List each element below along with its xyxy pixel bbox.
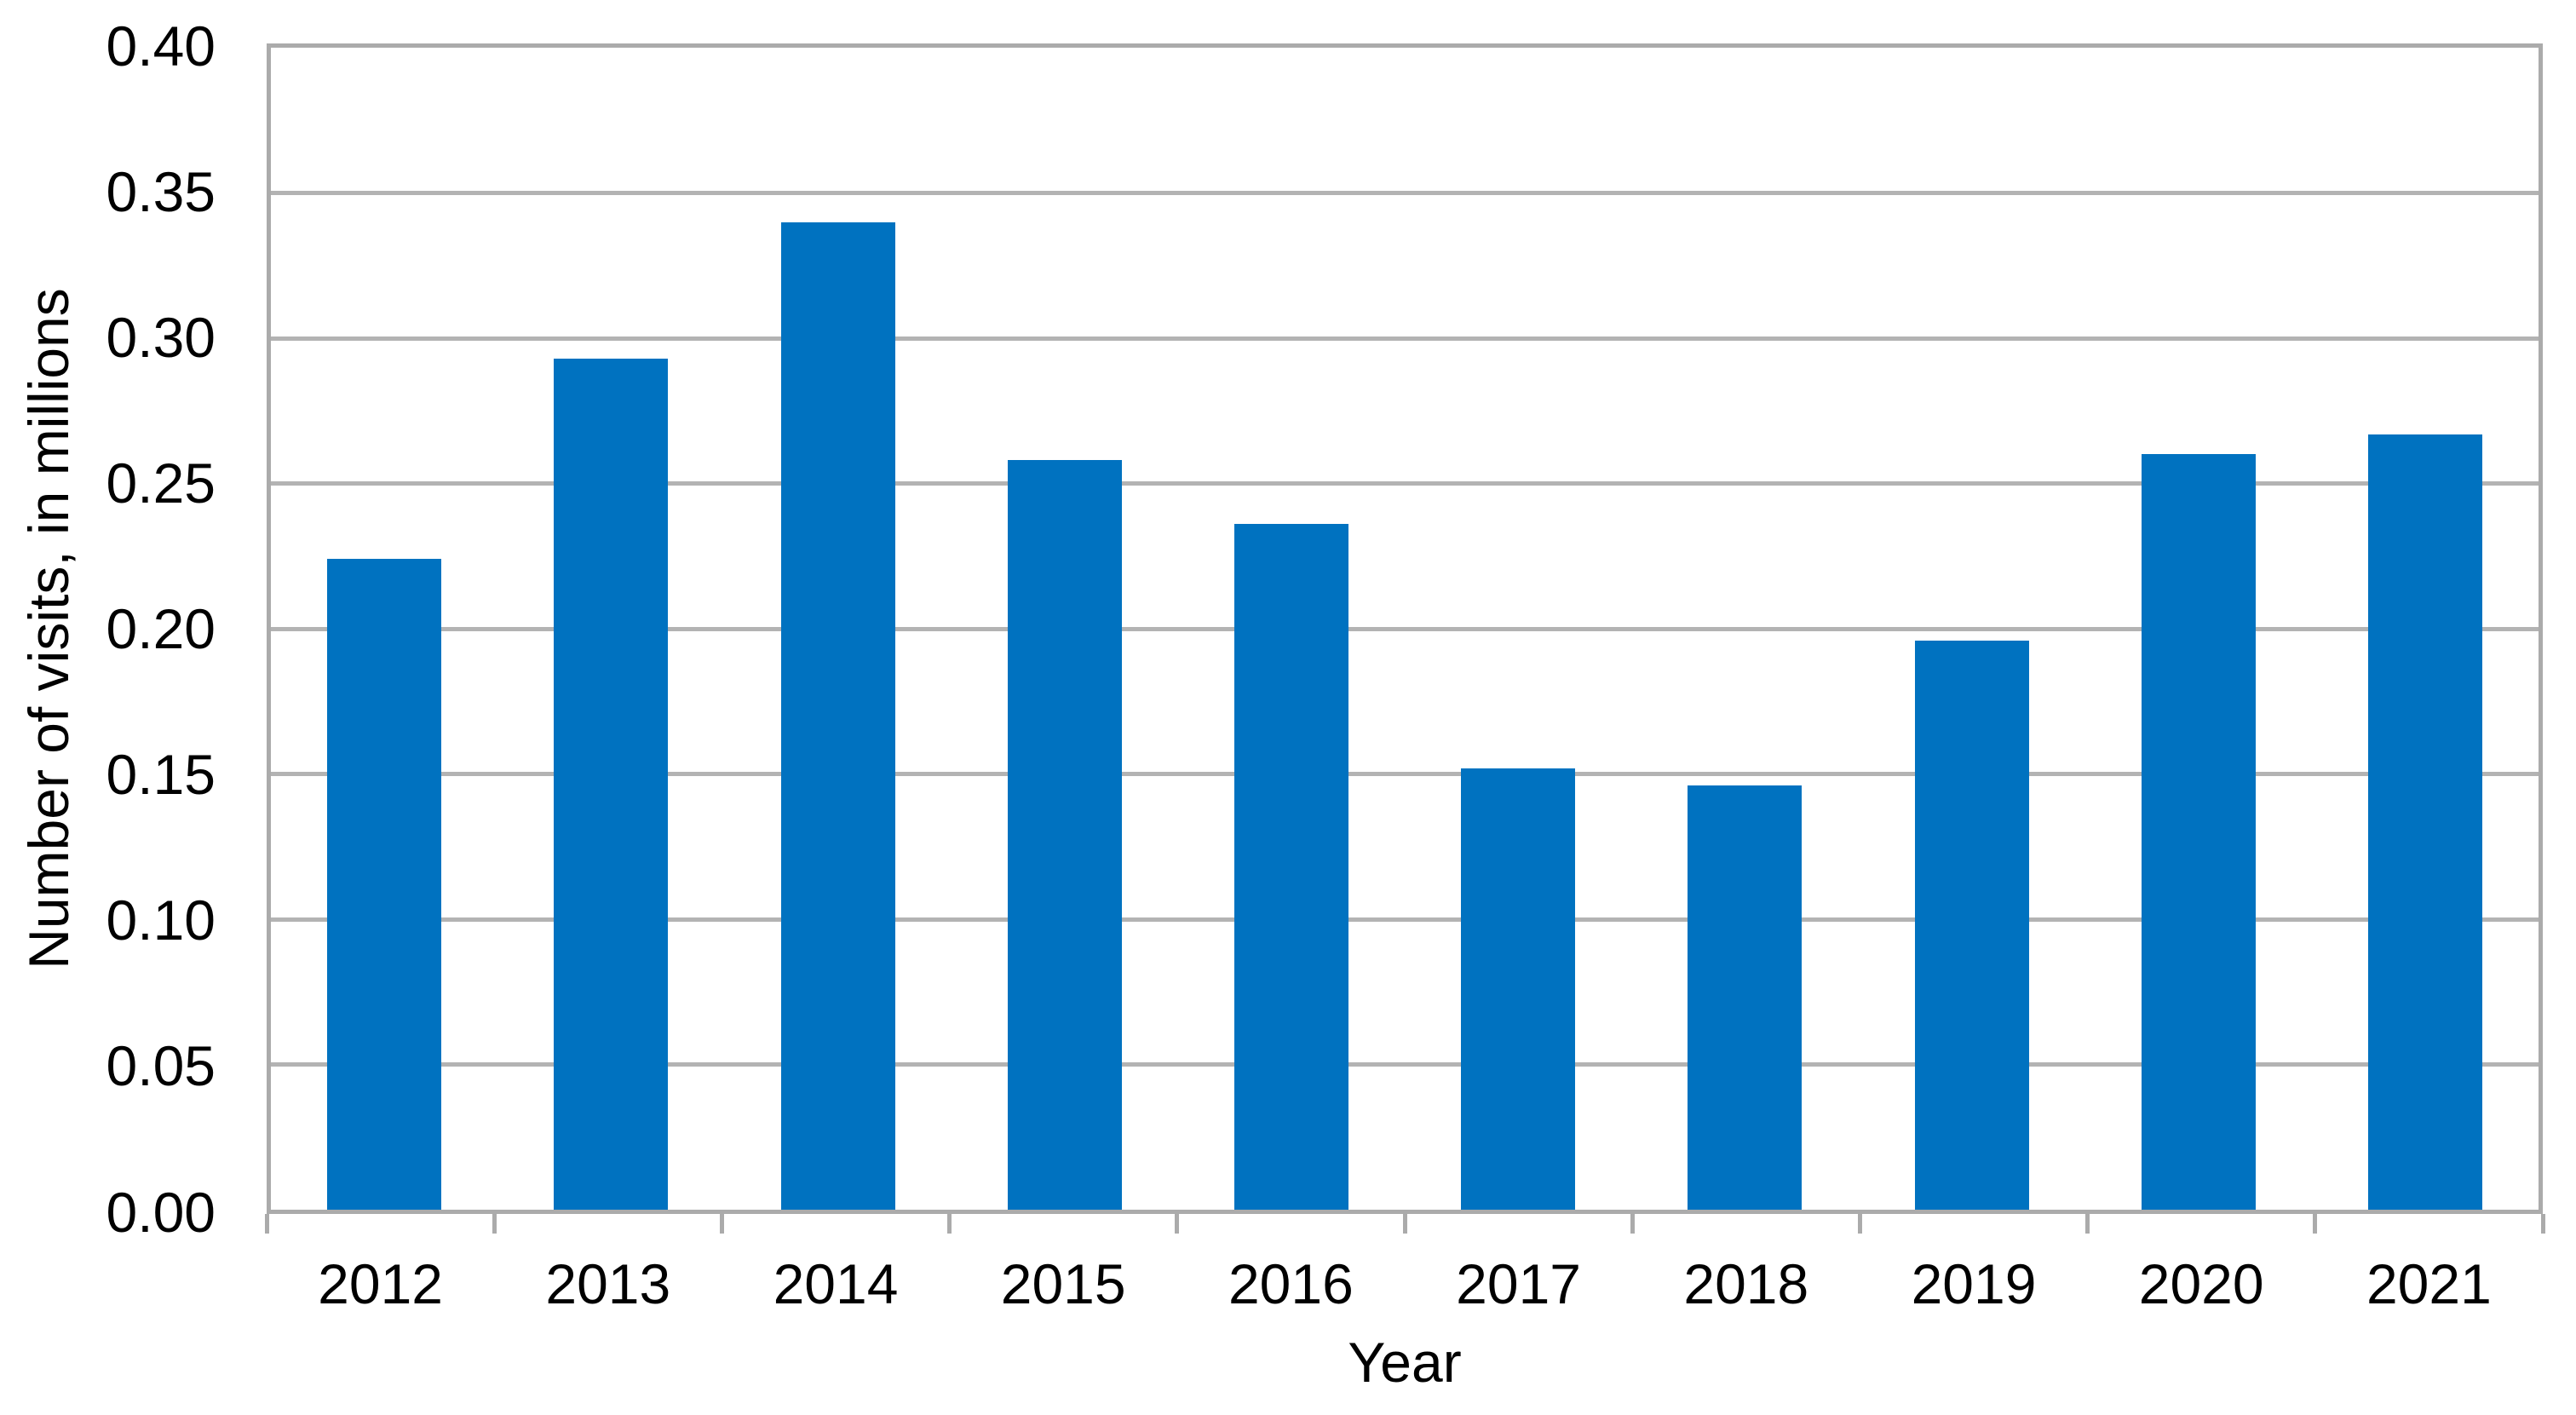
bar-2020 xyxy=(2141,454,2256,1210)
gridline xyxy=(271,336,2539,341)
bar-2013 xyxy=(554,358,669,1210)
y-axis-title-column: Number of visits, in millions xyxy=(17,43,81,1214)
y-tick-label: 0.30 xyxy=(106,305,216,369)
gridline xyxy=(271,772,2539,776)
gridline xyxy=(271,481,2539,486)
y-tick-label: 0.05 xyxy=(106,1034,216,1098)
x-tick-label: 2013 xyxy=(545,1252,671,1315)
x-tick-mark xyxy=(719,1214,724,1234)
gridline xyxy=(271,917,2539,922)
gridline xyxy=(271,191,2539,195)
y-tick-label: 0.20 xyxy=(106,597,216,660)
y-tick-label: 0.40 xyxy=(106,14,216,78)
x-tick-label: 2017 xyxy=(1456,1252,1581,1315)
bar-2014 xyxy=(780,221,895,1210)
bar-2018 xyxy=(1688,785,1803,1210)
x-tick-mark xyxy=(1175,1214,1180,1234)
x-tick-mark xyxy=(264,1214,269,1234)
x-tick-label: 2014 xyxy=(773,1252,899,1315)
x-tick-mark xyxy=(2540,1214,2545,1234)
x-tick-mark xyxy=(1857,1214,1862,1234)
x-tick-label: 2012 xyxy=(318,1252,443,1315)
gridline xyxy=(271,626,2539,631)
x-tick-label: 2021 xyxy=(2366,1252,2492,1315)
x-tick-mark xyxy=(492,1214,497,1234)
x-tick-label: 2015 xyxy=(1000,1252,1126,1315)
y-tick-label: 0.00 xyxy=(106,1180,216,1244)
x-axis-title: Year xyxy=(1348,1331,1462,1394)
x-tick-label: 2016 xyxy=(1228,1252,1354,1315)
gridline xyxy=(271,1062,2539,1067)
bar-2021 xyxy=(2367,434,2482,1210)
y-tick-label: 0.25 xyxy=(106,451,216,515)
x-tick-mark xyxy=(2085,1214,2090,1234)
x-tick-mark xyxy=(1630,1214,1635,1234)
x-tick-mark xyxy=(1402,1214,1407,1234)
bar-2017 xyxy=(1461,768,1576,1210)
y-tick-label: 0.15 xyxy=(106,743,216,807)
bar-2016 xyxy=(1233,524,1348,1210)
plot-area xyxy=(267,43,2543,1214)
y-tick-label: 0.10 xyxy=(106,889,216,952)
x-tick-label: 2018 xyxy=(1683,1252,1809,1315)
bar-2015 xyxy=(1007,460,1122,1210)
y-axis-title: Number of visits, in millions xyxy=(17,288,81,969)
y-tick-label: 0.35 xyxy=(106,159,216,223)
x-tick-mark xyxy=(947,1214,952,1234)
x-tick-label: 2020 xyxy=(2138,1252,2264,1315)
x-tick-mark xyxy=(2313,1214,2318,1234)
x-tick-label: 2019 xyxy=(1911,1252,2037,1315)
bar-2012 xyxy=(327,559,442,1210)
bar-2019 xyxy=(1914,640,2029,1210)
